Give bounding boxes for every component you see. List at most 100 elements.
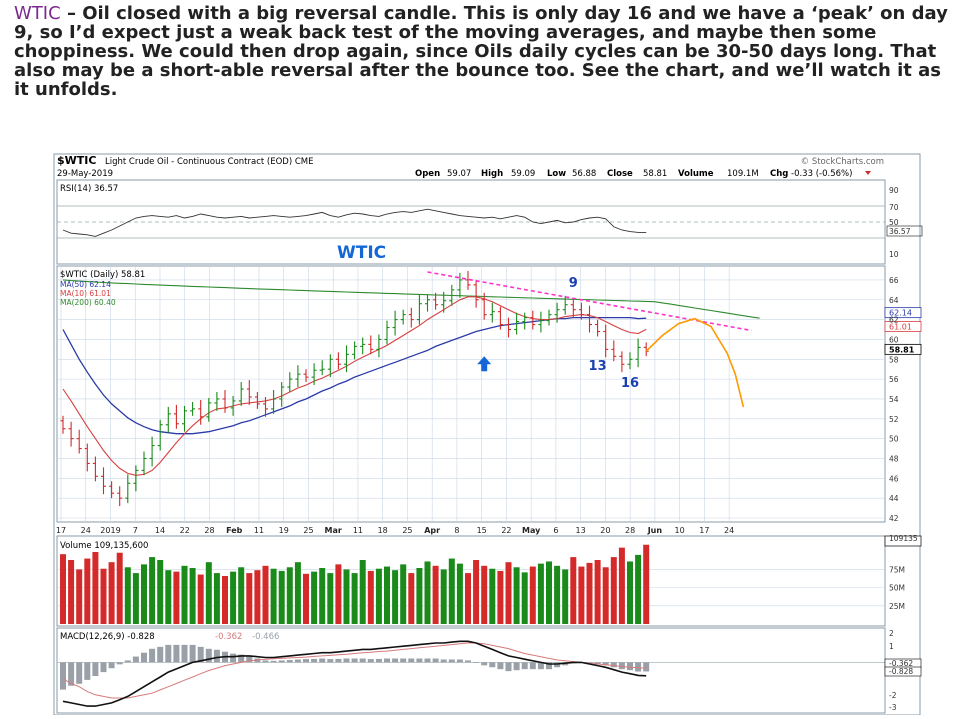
macd-histogram-bar [205,648,212,663]
change-down-icon [865,171,871,175]
x-tick-label: Apr [424,526,440,535]
volume-bar [278,570,285,624]
volume-bar [294,562,301,624]
volume-bar [100,568,107,624]
x-tick-label: 25 [402,526,412,535]
volume-bar [205,562,212,624]
x-tick-label: Mar [325,526,342,535]
volume-bar [375,568,382,624]
macd-histogram-bar [537,662,544,670]
macd-histogram-bar [286,660,293,663]
x-tick-label: 28 [204,526,214,535]
volume-bar [627,561,633,624]
x-tick-label: 6 [553,526,558,535]
volume-bar [76,569,83,624]
close-value: 58.81 [643,169,667,179]
macd-histogram-bar [303,659,309,663]
macd-histogram-bar [76,662,83,684]
volume-bar [618,547,625,624]
macd-histogram-bar [465,660,471,663]
x-tick-label: 24 [81,526,91,535]
macd-histogram-bar [610,662,617,668]
macd-histogram-bar [424,658,431,663]
cycle-day-label-16: 16 [621,376,639,391]
macd-histogram-value: -0.466 [252,632,279,642]
macd-tick-label: -0.362 [889,659,913,668]
macd-histogram-bar [327,659,334,663]
low-value: 56.88 [572,169,596,179]
price-tick-label: 50 [889,435,899,444]
ohlc-readout: Open 59.07 High 59.09 Low 56.88 Close 58… [415,169,871,179]
low-label: Low [547,169,566,179]
volume-bar [570,557,577,624]
rsi-tick-label: 36.57 [889,227,911,236]
volume-bar [440,569,447,624]
volume-bar [132,573,139,624]
volume-bar [230,571,237,624]
volume-bar [554,565,561,624]
chart-date: 29-May-2019 [57,169,113,179]
macd-histogram-bar [165,644,172,663]
macd-tick-label: 2 [889,629,894,638]
macd-panel: MACD(12,26,9) -0.828 -0.362 -0.466 2 1 -0.362… [60,629,922,712]
volume-bar [108,562,115,624]
ticker-link[interactable]: WTIC [14,3,61,24]
rsi-tick-label: 50 [889,218,899,227]
price-tick-label: 52 [889,415,899,424]
volume-bar [189,568,196,624]
close-label: Close [607,169,633,179]
macd-histogram-bar [635,662,642,672]
macd-histogram-bar [627,662,633,671]
volume-bar [473,560,480,624]
x-tick-label: Jun [647,526,663,535]
price-tick-label: 54 [889,395,899,404]
macd-histogram-bar [497,662,504,670]
x-tick-label: Feb [226,526,243,535]
volume-bar [521,572,528,624]
macd-histogram-bar [351,658,358,663]
volume-bar [400,564,407,624]
x-tick-label: 2019 [100,526,120,535]
x-tick-label: 11 [254,526,264,535]
volume-bar [359,560,366,624]
macd-signal-line [62,642,647,699]
commentary: WTIC – Oil closed with a big reversal ca… [14,4,959,99]
macd-histogram-bar [270,660,277,663]
macd-tick-label: -2 [889,691,897,700]
x-tick-label: 22 [501,526,511,535]
macd-histogram-bar [197,646,204,663]
macd-tick-label: -3 [889,703,897,712]
macd-histogram-bar [489,662,496,668]
volume-bar [578,566,585,624]
macd-histogram-bar [448,659,455,663]
macd-histogram-bar [481,662,488,666]
volume-bar [537,563,544,624]
volume-bar [335,564,342,624]
volume-bar [222,576,228,624]
macd-histogram-bar [456,659,463,663]
macd-histogram-bar [602,662,609,666]
macd-histogram-bar [149,648,156,663]
macd-histogram-bar [132,656,139,663]
legend-ma200: MA(200) 60.40 [60,298,116,307]
price-tick-label: 44 [889,494,899,503]
macd-histogram-bar [392,658,399,663]
volume-bar [213,573,220,624]
volume-bar [351,573,358,624]
macd-histogram-bar [643,662,650,672]
macd-histogram-bar [319,658,326,663]
macd-histogram-bar [84,662,91,680]
macd-histogram-bar [384,658,390,663]
macd-histogram-bar [521,662,528,670]
cycle-day-label-9: 9 [569,276,578,291]
x-tick-label: 24 [724,526,734,535]
chart-svg: $WTIC Light Crude Oil - Continuous Contr… [53,153,923,716]
volume-value: 109.1M [727,169,759,179]
legend-ma10: MA(10) 61.01 [60,289,111,298]
macd-histogram-bar [278,660,285,663]
chg-value: -0.33 (-0.56%) [791,169,852,179]
volume-bar [513,567,520,624]
volume-bar [481,565,488,624]
macd-histogram-bar [359,658,366,663]
x-tick-label: May [522,526,541,535]
